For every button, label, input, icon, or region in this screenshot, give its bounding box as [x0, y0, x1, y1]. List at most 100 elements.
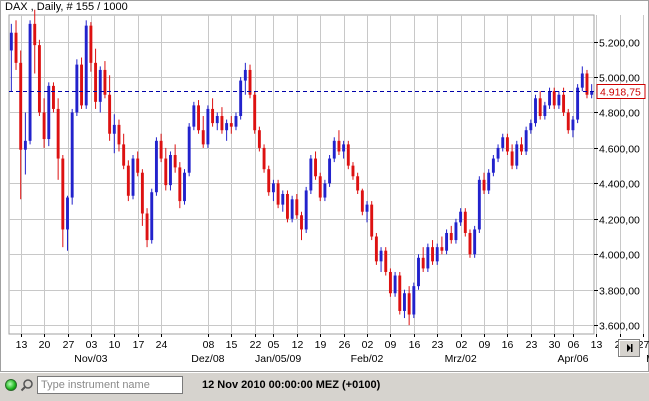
- candle: [524, 126, 528, 156]
- candle-body: [19, 62, 23, 150]
- candle: [173, 144, 177, 173]
- x-month-label: Apr/06: [557, 353, 588, 365]
- scroll-right-icon: [627, 344, 633, 352]
- candle: [370, 201, 374, 241]
- candle: [164, 147, 168, 191]
- x-month-label: Feb/02: [351, 353, 384, 365]
- x-tick-label: 23: [432, 339, 444, 351]
- candle: [309, 155, 313, 194]
- candle-body: [388, 271, 392, 294]
- x-tick-label: 20: [39, 339, 51, 351]
- candlestick-chart: 5.200,00 5.000,00 4.800,00 4.600,00 4.400,00…: [8, 9, 649, 365]
- candle: [14, 20, 18, 70]
- candle-body: [122, 144, 126, 166]
- candle: [463, 208, 467, 237]
- candle-body: [323, 183, 327, 198]
- candle: [403, 289, 406, 319]
- candle: [19, 50, 23, 200]
- candle-body: [407, 293, 411, 315]
- instrument-search-input[interactable]: [37, 376, 183, 394]
- candle-body: [562, 94, 566, 113]
- candle-body: [267, 169, 271, 193]
- candle-body: [384, 250, 388, 272]
- candle: [356, 172, 360, 194]
- candle-body: [557, 94, 561, 106]
- search-icon[interactable]: [20, 378, 34, 392]
- candle-body: [534, 98, 537, 124]
- candle-body: [131, 158, 135, 196]
- candle-body: [328, 158, 332, 184]
- x-tick-label: 02: [456, 339, 468, 351]
- candle: [431, 240, 434, 265]
- candle-body: [543, 105, 547, 117]
- candle: [103, 61, 107, 99]
- candle-body: [229, 123, 233, 127]
- candle: [435, 243, 439, 265]
- candle: [70, 108, 74, 205]
- candle-body: [126, 165, 130, 196]
- candle-body: [393, 275, 397, 294]
- candle: [552, 87, 556, 109]
- x-tick-label: 06: [568, 339, 580, 351]
- candle-body: [159, 140, 163, 159]
- candle-body: [590, 91, 594, 95]
- candle-body: [187, 126, 191, 173]
- candle: [267, 165, 271, 196]
- status-bar: 12 Nov 2010 00:00:00 MEZ (+0100): [0, 372, 649, 401]
- scroll-end-button[interactable]: [618, 339, 640, 357]
- candle: [482, 172, 486, 194]
- candle: [562, 87, 566, 117]
- candle-body: [117, 124, 121, 145]
- candle-body: [309, 158, 313, 191]
- candle-body: [520, 144, 523, 152]
- candle-body: [300, 215, 303, 230]
- x-tick-label: 30: [549, 339, 561, 351]
- candle: [136, 151, 140, 177]
- candle: [28, 20, 32, 145]
- candle: [286, 190, 289, 223]
- candle-body: [56, 108, 60, 159]
- candle-body: [314, 158, 317, 177]
- candle: [192, 101, 196, 131]
- x-tick-label: 10: [109, 339, 121, 351]
- candle-body: [473, 229, 477, 255]
- candle: [473, 225, 477, 258]
- candle: [94, 48, 98, 109]
- candle: [281, 190, 285, 212]
- candle-body: [211, 108, 215, 124]
- candle: [459, 208, 463, 226]
- x-tick-label: 09: [479, 339, 491, 351]
- candle: [117, 119, 121, 152]
- candle-body: [538, 98, 542, 117]
- candle: [187, 123, 191, 177]
- x-tick-label: 12: [292, 339, 304, 351]
- candle: [543, 101, 547, 120]
- candle-body: [276, 183, 280, 205]
- x-tick-label: 27: [63, 339, 75, 351]
- candle-body: [346, 144, 350, 166]
- candle-body: [23, 140, 27, 150]
- last-price-label: 4.918,75: [600, 87, 641, 99]
- x-tick-label: 19: [315, 339, 327, 351]
- candle-body: [164, 158, 168, 186]
- candle-body: [576, 87, 580, 120]
- candle: [225, 119, 229, 141]
- candle: [491, 155, 495, 177]
- candle: [262, 144, 266, 173]
- candle-layer: [9, 9, 594, 326]
- candle: [487, 169, 491, 194]
- candle: [496, 144, 500, 163]
- candle: [178, 162, 182, 209]
- candle: [229, 116, 233, 134]
- candle: [140, 169, 144, 226]
- candle-body: [42, 112, 46, 140]
- candle: [234, 112, 238, 131]
- candle-body: [262, 147, 266, 170]
- x-tick-label: 23: [526, 339, 538, 351]
- candle: [197, 100, 200, 134]
- candle-body: [197, 105, 200, 131]
- candle-body: [501, 137, 505, 148]
- candle-body: [351, 165, 355, 177]
- candle-body: [136, 158, 140, 173]
- candle: [169, 151, 172, 191]
